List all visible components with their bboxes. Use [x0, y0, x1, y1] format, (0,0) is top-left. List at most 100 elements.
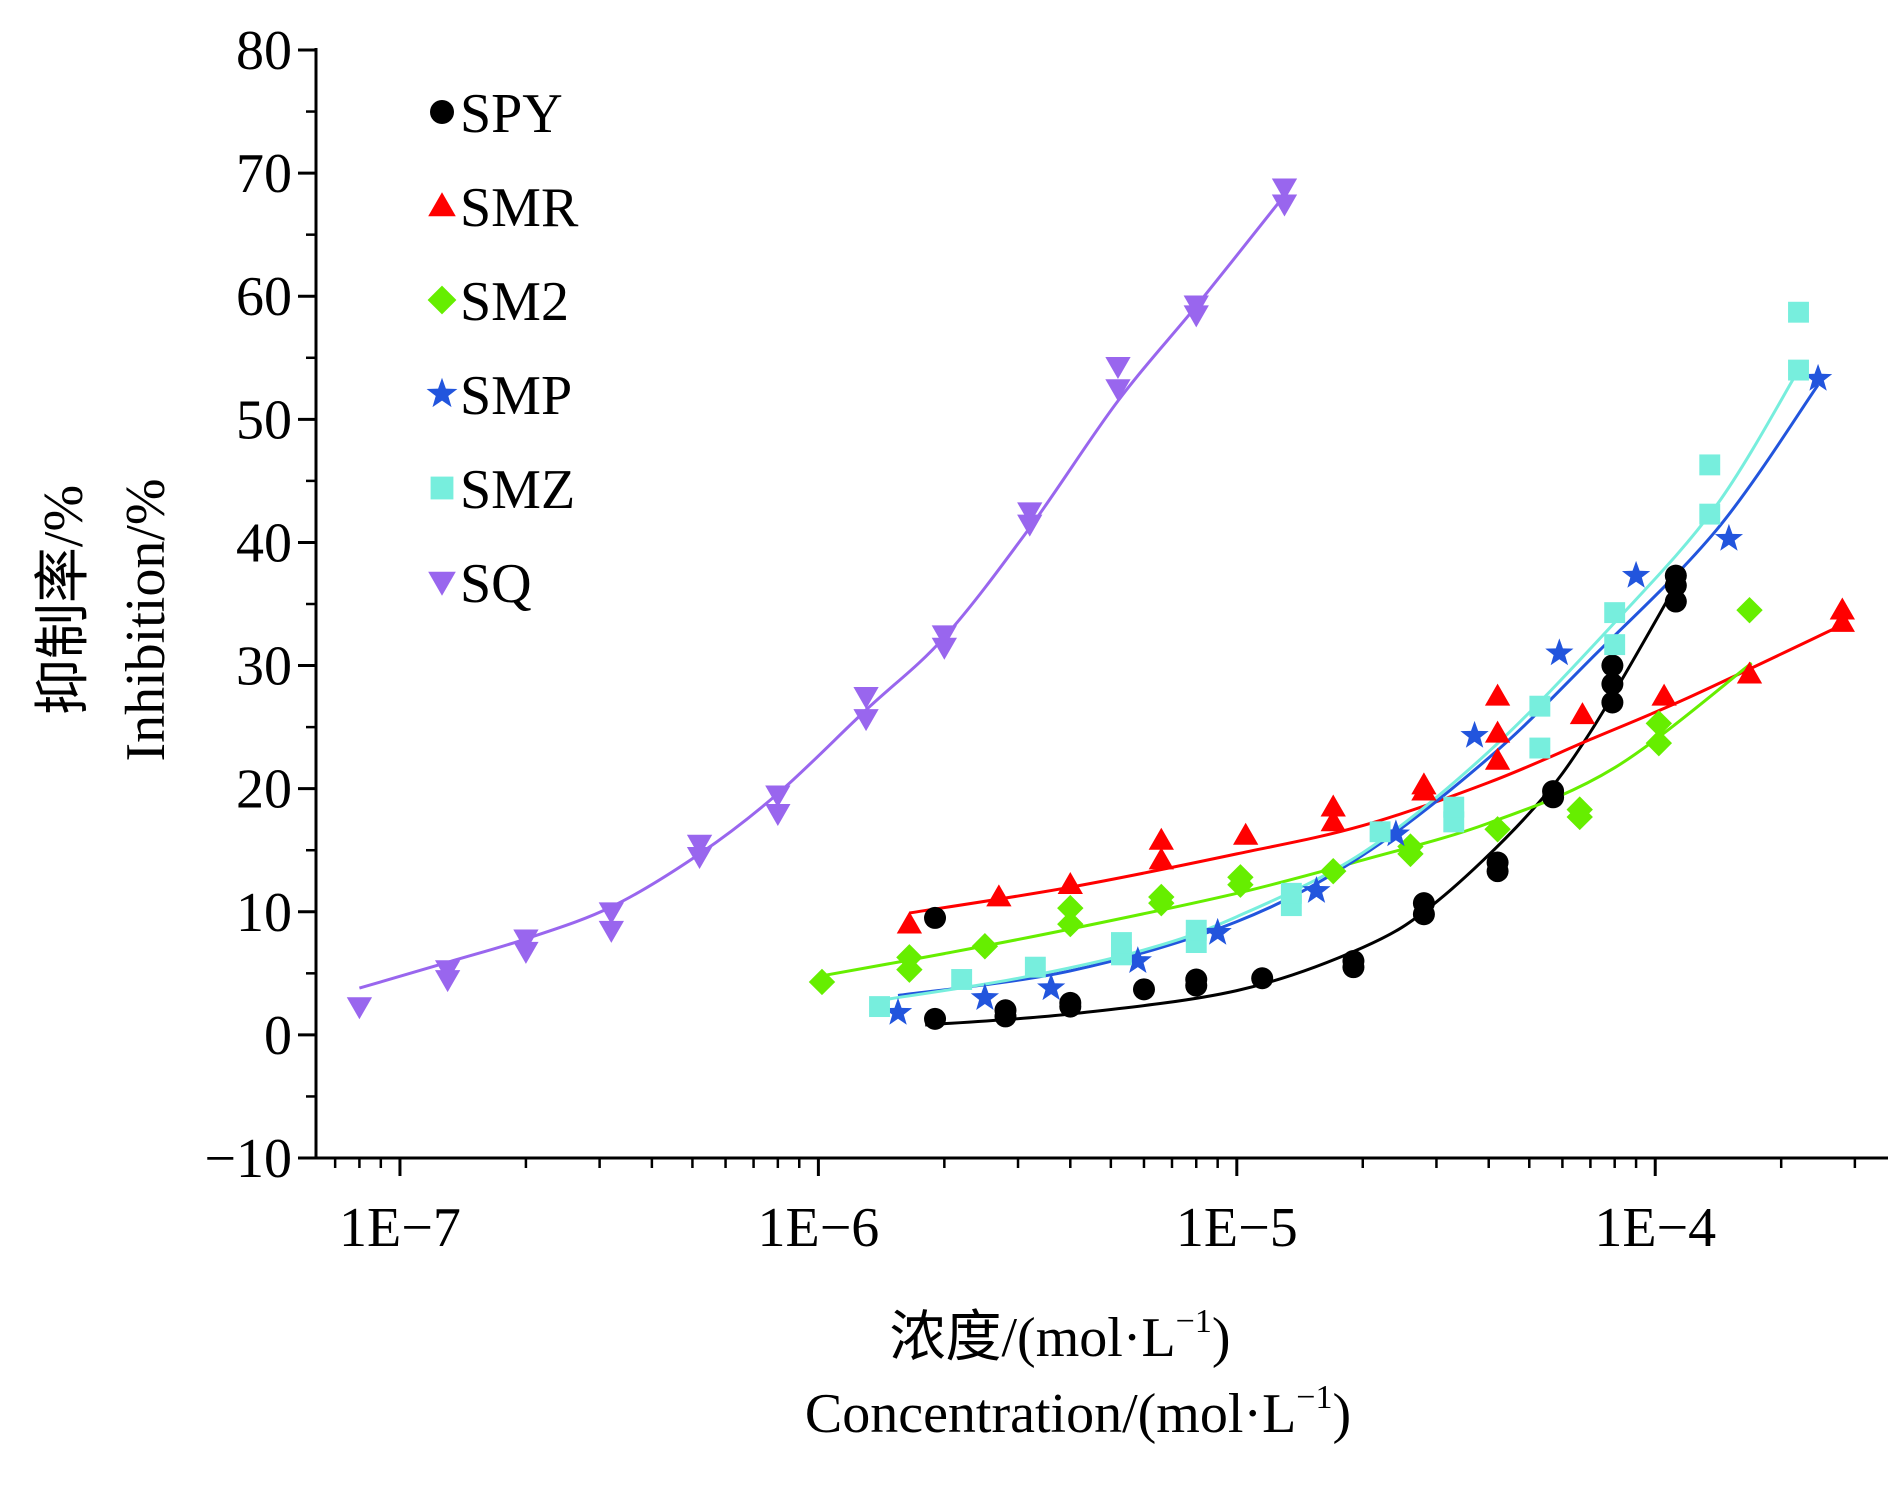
legend-item-smp: SMP	[426, 365, 572, 427]
series-smp	[883, 363, 1833, 1025]
data-point-sq	[853, 709, 879, 732]
data-point-spy	[994, 999, 1017, 1022]
data-point-smp	[1460, 720, 1489, 748]
data-point-smp	[1037, 973, 1066, 1001]
x-axis-title-cn-sup: −1	[1176, 1303, 1212, 1340]
data-point-smz	[1699, 454, 1721, 476]
fit-curve-smz	[879, 369, 1800, 1002]
data-point-smr	[1148, 847, 1174, 870]
data-point-smp	[1203, 917, 1232, 945]
data-point-smr	[1829, 597, 1855, 620]
x-tick-label: 1E−4	[1594, 1197, 1716, 1259]
x-axis-title-en-sup: −1	[1296, 1379, 1332, 1416]
data-point-smr	[896, 911, 923, 934]
y-tick-label: 40	[236, 512, 292, 574]
data-point-sm2	[1645, 729, 1673, 757]
data-point-smr	[1484, 720, 1511, 743]
data-point-sq	[513, 929, 539, 952]
data-point-smp	[1714, 523, 1744, 551]
legend-label-spy: SPY	[460, 83, 563, 145]
data-point-sq	[765, 785, 791, 808]
data-point-spy	[1601, 673, 1624, 696]
fit-curve-sm2	[821, 661, 1753, 978]
x-axis-title-en-close: )	[1332, 1383, 1351, 1445]
data-point-sm2	[896, 944, 923, 971]
data-point-sq	[1271, 194, 1298, 217]
y-tick-label: 20	[236, 759, 292, 821]
data-point-sq	[346, 997, 373, 1020]
data-point-smr	[1651, 683, 1677, 706]
data-point-sq	[598, 920, 624, 943]
data-point-spy	[1185, 968, 1208, 991]
data-point-smr	[1829, 609, 1855, 632]
x-tick-label: 1E−5	[1176, 1197, 1298, 1259]
x-axis-title-cn-close: )	[1212, 1307, 1231, 1369]
data-point-smp	[883, 997, 913, 1025]
series-spy	[924, 564, 1687, 1030]
data-point-sm2	[1397, 833, 1424, 860]
data-point-smp	[1545, 638, 1574, 666]
data-point-spy	[924, 906, 947, 929]
data-point-spy	[1342, 950, 1365, 973]
data-point-sm2	[1320, 857, 1347, 885]
data-point-sq	[686, 847, 713, 870]
data-point-sq	[1017, 514, 1043, 537]
data-point-smr	[1320, 794, 1346, 817]
data-markers	[346, 178, 1855, 1030]
data-point-spy	[1251, 967, 1274, 990]
data-point-sq	[434, 960, 461, 983]
legend-marker-smz	[430, 476, 454, 500]
data-point-smr	[1320, 809, 1346, 832]
data-point-smr	[1057, 872, 1083, 895]
data-point-smp	[1123, 946, 1152, 974]
x-tick-label: 1E−7	[339, 1197, 461, 1259]
data-point-sm2	[1148, 883, 1175, 911]
x-axis-title-cn: 浓度/(mol·L−1)	[889, 1303, 1230, 1369]
data-point-smz	[1604, 602, 1626, 624]
legend-label-sm2: SM2	[460, 271, 569, 333]
data-point-smr	[1484, 683, 1511, 706]
data-point-spy	[924, 1007, 947, 1030]
data-point-spy	[1601, 654, 1624, 677]
data-point-spy	[1542, 780, 1565, 803]
tick-labels: −10 0 10 20 30 40 50 60 70 80 1E−7 1E−6 1E−5 1E−4	[204, 20, 1716, 1259]
data-point-smz	[1280, 882, 1302, 904]
data-point-spy	[1664, 564, 1687, 587]
series-smr	[896, 597, 1855, 934]
y-tick-label: 50	[236, 389, 292, 451]
data-point-spy	[1412, 892, 1435, 915]
data-point-sm2	[1736, 596, 1763, 624]
data-point-sq	[686, 834, 713, 857]
y-tick-label: 10	[236, 882, 292, 944]
series-sq	[346, 178, 1298, 1020]
data-point-smz	[1699, 503, 1721, 525]
y-tick-label: −10	[204, 1128, 292, 1190]
data-point-sq	[598, 902, 624, 925]
data-point-smz	[1024, 956, 1046, 978]
legend-label-smz: SMZ	[460, 459, 575, 521]
legend-item-spy: SPY	[430, 83, 563, 145]
legend-marker-smr	[428, 192, 456, 217]
y-tick-label: 70	[236, 143, 292, 205]
data-point-sq	[931, 625, 957, 648]
data-point-smz	[1788, 301, 1809, 323]
data-point-spy	[1486, 851, 1509, 874]
data-point-smr	[1233, 822, 1259, 845]
data-point-smr	[1736, 661, 1763, 684]
axes	[298, 48, 1888, 1176]
legend-label-sq: SQ	[460, 553, 532, 615]
data-point-smr	[1148, 827, 1174, 850]
data-point-sq	[1105, 379, 1131, 402]
data-point-sm2	[1566, 796, 1593, 823]
data-point-sm2	[1057, 894, 1084, 922]
legend-marker-sm2	[427, 285, 457, 315]
legend-label-smp: SMP	[460, 365, 572, 427]
data-point-smp	[1302, 876, 1331, 903]
x-axis-title-en: Concentration/(mol·L−1)	[805, 1379, 1351, 1445]
data-point-spy	[1601, 691, 1624, 714]
legend-marker-smp	[426, 377, 458, 408]
data-point-smr	[1569, 702, 1596, 725]
data-point-smz	[1529, 695, 1551, 717]
data-point-sm2	[1484, 816, 1511, 843]
